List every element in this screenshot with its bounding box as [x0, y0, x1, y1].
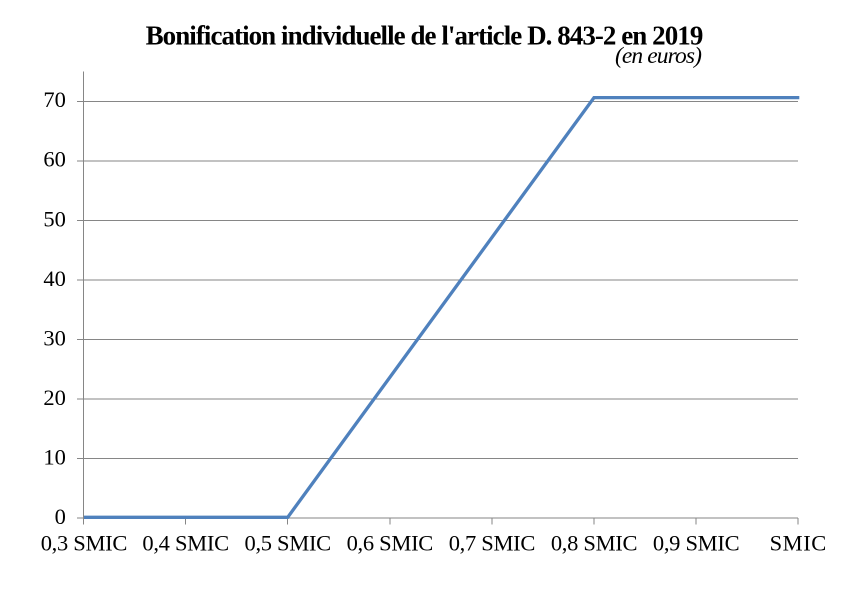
svg-text:70: 70 — [43, 87, 66, 112]
svg-text:50: 50 — [43, 206, 66, 231]
svg-text:10: 10 — [43, 444, 66, 469]
svg-text:40: 40 — [43, 266, 66, 291]
svg-text:60: 60 — [43, 147, 66, 172]
svg-text:0,5 SMIC: 0,5 SMIC — [245, 531, 331, 556]
svg-text:SMIC: SMIC — [770, 531, 827, 556]
svg-text:0,9 SMIC: 0,9 SMIC — [653, 531, 739, 556]
svg-text:0,8 SMIC: 0,8 SMIC — [551, 531, 637, 556]
svg-text:Bonification individuelle de l: Bonification individuelle de l'article D… — [146, 21, 703, 51]
svg-text:(en euros): (en euros) — [615, 43, 702, 69]
svg-text:0: 0 — [55, 504, 66, 529]
svg-text:0,4 SMIC: 0,4 SMIC — [142, 531, 228, 556]
svg-text:30: 30 — [43, 325, 66, 350]
svg-text:0,7 SMIC: 0,7 SMIC — [449, 531, 535, 556]
svg-text:20: 20 — [43, 385, 66, 410]
svg-text:0,6 SMIC: 0,6 SMIC — [347, 531, 433, 556]
svg-text:0,3 SMIC: 0,3 SMIC — [41, 531, 127, 556]
